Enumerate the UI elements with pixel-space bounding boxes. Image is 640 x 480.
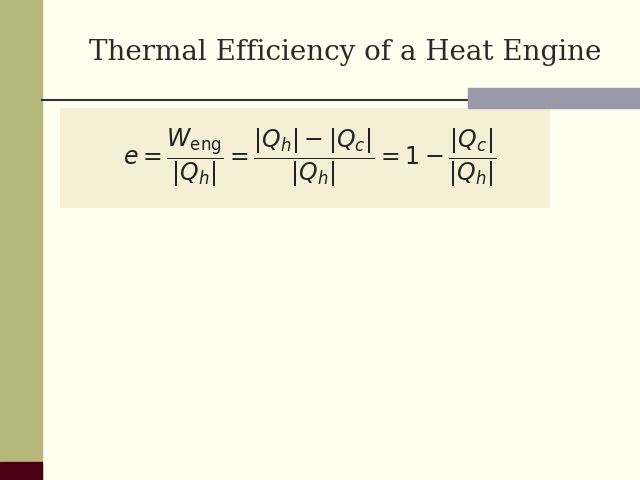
Bar xyxy=(0,0,42,480)
Text: $e = \dfrac{W_{\mathrm{eng}}}{|Q_h|} = \dfrac{|Q_h| - |Q_c|}{|Q_h|} = 1 - \dfrac: $e = \dfrac{W_{\mathrm{eng}}}{|Q_h|} = \… xyxy=(124,127,497,189)
Bar xyxy=(0,462,42,480)
Bar xyxy=(468,88,640,108)
Text: Thermal Efficiency of a Heat Engine: Thermal Efficiency of a Heat Engine xyxy=(89,38,601,65)
Bar xyxy=(60,108,550,208)
